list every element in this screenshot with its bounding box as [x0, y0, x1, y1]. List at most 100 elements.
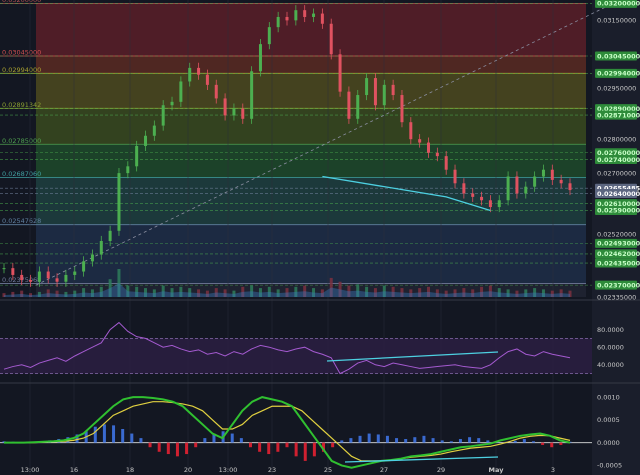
candle-body: [20, 274, 24, 281]
macd-line: [4, 396, 571, 469]
volume-bar: [285, 288, 289, 297]
volume-bar: [365, 286, 369, 297]
candle: [64, 269, 68, 287]
volume-bar: [2, 293, 6, 297]
volume-bar: [64, 291, 68, 297]
volume-bar: [462, 288, 466, 297]
volume-bar: [188, 288, 192, 297]
macd-histogram-bar: [175, 442, 179, 457]
volume-bar: [480, 286, 484, 297]
time-axis-label: 13:00: [219, 466, 238, 474]
macd-histogram-bar: [395, 438, 399, 443]
rsi-axis-label: 60.0000: [597, 344, 624, 352]
volume-bar: [550, 290, 554, 297]
macd-histogram-bar: [112, 425, 116, 443]
volume-bar: [303, 285, 307, 297]
candle-body: [312, 13, 316, 17]
candle-body: [99, 240, 103, 255]
volume-bar: [108, 279, 112, 297]
price-badge-label: 0.02590000: [597, 207, 640, 215]
candle-body: [170, 101, 174, 106]
volume-bar: [453, 289, 457, 297]
volume-bar: [471, 289, 475, 297]
price-badge: [595, 249, 637, 259]
macd-histogram-bar: [312, 442, 316, 457]
candle: [170, 96, 174, 111]
fib-zone: [36, 144, 586, 178]
candle: [365, 72, 369, 101]
macd-histogram-bar: [130, 433, 134, 443]
price-badge-label: 0.02890000: [597, 105, 640, 113]
macd-histogram-bar: [449, 441, 453, 443]
candle: [20, 269, 24, 286]
macd-histogram-bar: [230, 433, 234, 443]
candle-body: [82, 261, 86, 272]
price-axis-label: 0.02520000: [597, 231, 636, 239]
candle-body: [285, 16, 289, 21]
candle: [152, 120, 156, 141]
candle-body: [197, 67, 201, 75]
candle-body: [444, 156, 448, 170]
candle: [188, 62, 192, 87]
volume-bar: [524, 289, 528, 297]
volume-bar: [382, 285, 386, 297]
volume-bar: [37, 291, 41, 297]
price-axis-label: 0.02800000: [597, 135, 636, 143]
candle: [515, 171, 519, 199]
macd-histogram-bar: [458, 439, 462, 443]
candle-body: [205, 74, 209, 85]
volume-bar: [409, 289, 413, 297]
volume-bar: [82, 288, 86, 297]
volume-bar: [338, 281, 342, 297]
time-axis-label: 25: [324, 466, 332, 474]
candle-body: [2, 268, 6, 270]
macd-histogram-bar: [157, 442, 161, 452]
volume-bar: [241, 286, 245, 297]
candle: [312, 8, 316, 23]
macd-histogram-bar: [522, 439, 526, 443]
price-badge: [595, 68, 637, 78]
candle: [29, 274, 33, 287]
price-badge: [595, 258, 637, 268]
macd-histogram-bar: [385, 435, 389, 443]
fib-level-label: 0.02994000: [2, 66, 41, 74]
candle: [55, 273, 59, 287]
candle: [232, 103, 236, 121]
price-badge-label: 0.02740000: [597, 156, 640, 164]
candle-body: [241, 108, 245, 119]
price-axis-label: 0.03150000: [597, 17, 636, 25]
candle: [250, 66, 254, 124]
candle: [303, 5, 307, 23]
candle: [197, 62, 201, 80]
candle: [135, 140, 139, 172]
macd-histogram-bar: [148, 442, 152, 448]
volume-bar: [161, 285, 165, 297]
candle-body: [294, 10, 298, 21]
candle-body: [356, 95, 360, 119]
candle: [223, 93, 227, 121]
fib-zone: [36, 73, 586, 109]
candle: [37, 266, 41, 287]
macd-histogram-bar: [139, 438, 143, 443]
fib-level-label: 0.02891342: [2, 101, 41, 109]
fib-zone: [36, 56, 586, 74]
volume-bar: [400, 288, 404, 297]
volume-bar: [276, 289, 280, 297]
candle: [418, 134, 422, 148]
time-axis-label: 16: [70, 466, 78, 474]
volume-bar: [444, 290, 448, 297]
volume-bar: [170, 288, 174, 297]
volume-bar: [515, 290, 519, 297]
macd-histogram-bar: [349, 438, 353, 443]
rsi-band: [0, 338, 592, 374]
macd-histogram-bar: [102, 424, 106, 443]
volume-bar: [126, 285, 130, 297]
volume-bar: [559, 289, 563, 297]
candle-body: [524, 186, 528, 194]
macd-histogram-bar: [322, 442, 326, 452]
candle: [267, 22, 271, 50]
volume-bar: [117, 269, 121, 297]
candle: [90, 249, 94, 267]
